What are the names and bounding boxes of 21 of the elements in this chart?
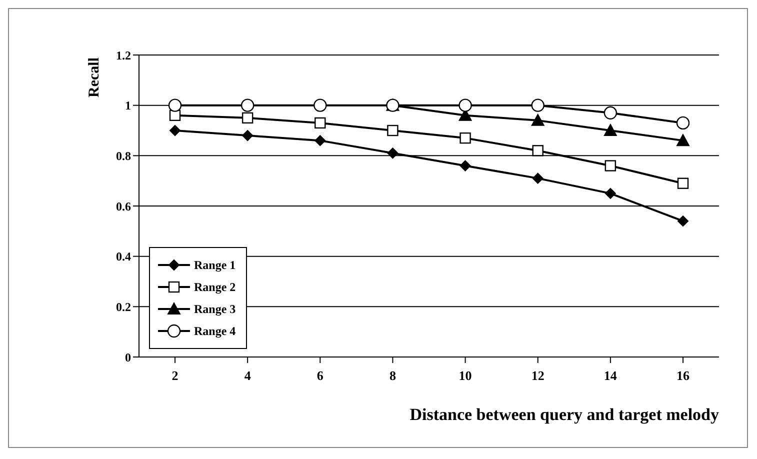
x-tick-label: 8 [389, 368, 396, 384]
legend-label: Range 2 [194, 280, 236, 294]
y-tick-label: 0 [125, 350, 131, 364]
x-tick-label: 2 [172, 368, 178, 384]
x-tick-label: 6 [316, 368, 324, 384]
y-tick-label: 1 [125, 98, 131, 113]
y-tick-label: 0.4 [116, 250, 131, 264]
legend-label: Range 1 [194, 258, 236, 272]
x-axis-title: Distance between query and target melody [410, 405, 719, 425]
x-tick-label: 12 [531, 368, 544, 384]
legend-label: Range 3 [194, 302, 236, 316]
y-tick-label: 0.8 [116, 148, 131, 163]
x-tick-label: 14 [604, 368, 618, 384]
y-tick-label: 1.2 [116, 48, 131, 62]
x-tick-label: 10 [458, 368, 472, 384]
y-tick-label: 0.6 [116, 199, 131, 214]
y-tick-label: 0.2 [116, 300, 131, 314]
x-tick-label: 16 [676, 368, 690, 384]
y-axis-title: Recall [86, 58, 104, 98]
x-tick-label: 4 [244, 368, 252, 384]
legend-label: Range 4 [194, 324, 236, 338]
